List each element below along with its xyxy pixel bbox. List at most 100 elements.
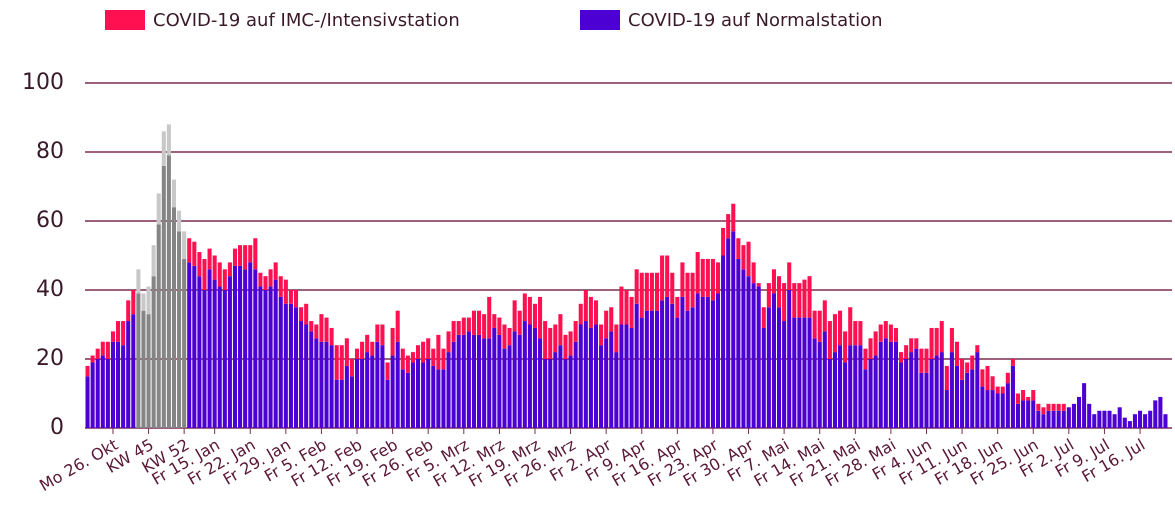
bar-segment <box>609 307 614 332</box>
bar-segment <box>777 307 782 428</box>
bar-segment <box>588 327 593 428</box>
bar-segment <box>497 317 502 335</box>
bar-segment <box>934 327 939 356</box>
bar-segment <box>817 310 822 342</box>
bar-segment <box>563 334 568 359</box>
bar-segment <box>177 231 182 428</box>
bar-segment <box>919 372 924 428</box>
bar-segment <box>660 300 665 428</box>
bar-segment <box>314 324 319 339</box>
bar-segment <box>665 296 670 428</box>
bar-segment <box>715 262 721 294</box>
bar-segment <box>990 376 995 391</box>
bar-segment <box>451 321 456 342</box>
bar-segment <box>558 345 563 428</box>
bar-segment <box>1087 403 1092 428</box>
bar-segment <box>548 327 553 359</box>
bar-segment <box>502 348 507 428</box>
bar-segment <box>863 369 868 428</box>
bar-segment <box>527 324 532 428</box>
bar-segment <box>538 338 543 428</box>
bar-segment <box>207 269 212 428</box>
bar-segment <box>721 227 726 256</box>
bar-segment <box>136 293 141 428</box>
bar-segment <box>599 324 604 346</box>
bar-segment <box>324 317 329 342</box>
bar-segment <box>644 272 649 311</box>
bar-segment <box>405 372 410 428</box>
bar-segment <box>466 331 471 428</box>
bar-segment <box>471 310 476 335</box>
bar-segment <box>660 255 665 301</box>
bar-segment <box>624 290 629 325</box>
bar-segment <box>339 345 344 380</box>
bar-segment <box>975 352 980 428</box>
bar-segment <box>238 245 243 266</box>
bar-segment <box>477 334 482 428</box>
bar-segment <box>222 269 227 290</box>
bar-segment <box>390 327 395 356</box>
bar-segment <box>543 359 548 428</box>
bar-segment <box>227 276 232 428</box>
bar-segment <box>792 283 797 318</box>
legend-swatch <box>105 10 145 30</box>
bar-segment <box>217 262 222 287</box>
bar-segment <box>354 359 360 428</box>
bar-segment <box>319 314 324 342</box>
bar-segment <box>848 345 853 428</box>
bar-segment <box>761 307 766 328</box>
bar-segment <box>100 341 105 356</box>
bar-segment <box>553 352 558 428</box>
bar-segment <box>614 352 619 428</box>
bar-segment <box>370 341 375 356</box>
bar-segment <box>827 321 832 359</box>
bar-segment <box>929 359 934 428</box>
bar-segment <box>721 255 726 428</box>
bar-segment <box>893 341 899 428</box>
bar-segment <box>278 276 283 297</box>
bar-segment <box>899 362 904 428</box>
bar-segment <box>436 369 441 428</box>
bar-segment <box>436 334 441 370</box>
bar-segment <box>482 338 487 428</box>
bar-segment <box>268 269 273 287</box>
bar-segment <box>1158 396 1163 428</box>
bar-segment <box>426 338 431 359</box>
bar-segment <box>166 155 171 428</box>
bar-segment <box>838 345 843 428</box>
bar-segment <box>1092 414 1097 428</box>
bar-segment <box>914 338 919 349</box>
bar-segment <box>548 359 553 428</box>
bar-segment <box>1107 410 1112 428</box>
bar-segment <box>690 307 695 428</box>
bar-segment <box>777 276 782 308</box>
bar-segment <box>1056 410 1061 428</box>
y-tick-label: 40 <box>36 277 64 302</box>
bar-segment <box>954 365 960 428</box>
bar-segment <box>380 345 385 428</box>
bar-segment <box>746 241 751 277</box>
bar-segment <box>654 272 660 311</box>
bar-segment <box>670 303 675 428</box>
bar-segment <box>751 262 756 284</box>
bar-segment <box>1056 403 1061 411</box>
bar-segment <box>1026 400 1031 428</box>
bar-segment <box>629 296 634 328</box>
bar-segment <box>243 245 248 270</box>
bar-segment <box>700 296 705 428</box>
bar-segment <box>1036 410 1041 428</box>
bar-segment <box>456 334 461 428</box>
bar-segment <box>593 300 599 325</box>
bar-segment <box>604 338 609 428</box>
bar-segment <box>1000 393 1005 428</box>
bar-segment <box>319 341 324 428</box>
bar-segment <box>339 379 344 428</box>
bar-segment <box>665 255 670 297</box>
bar-segment <box>431 348 436 366</box>
bar-segment <box>410 352 415 363</box>
bar-segment <box>532 327 538 428</box>
bar-segment <box>583 321 588 428</box>
bar-segment <box>375 341 380 428</box>
bar-segment <box>1061 410 1066 428</box>
bar-segment <box>782 321 787 428</box>
